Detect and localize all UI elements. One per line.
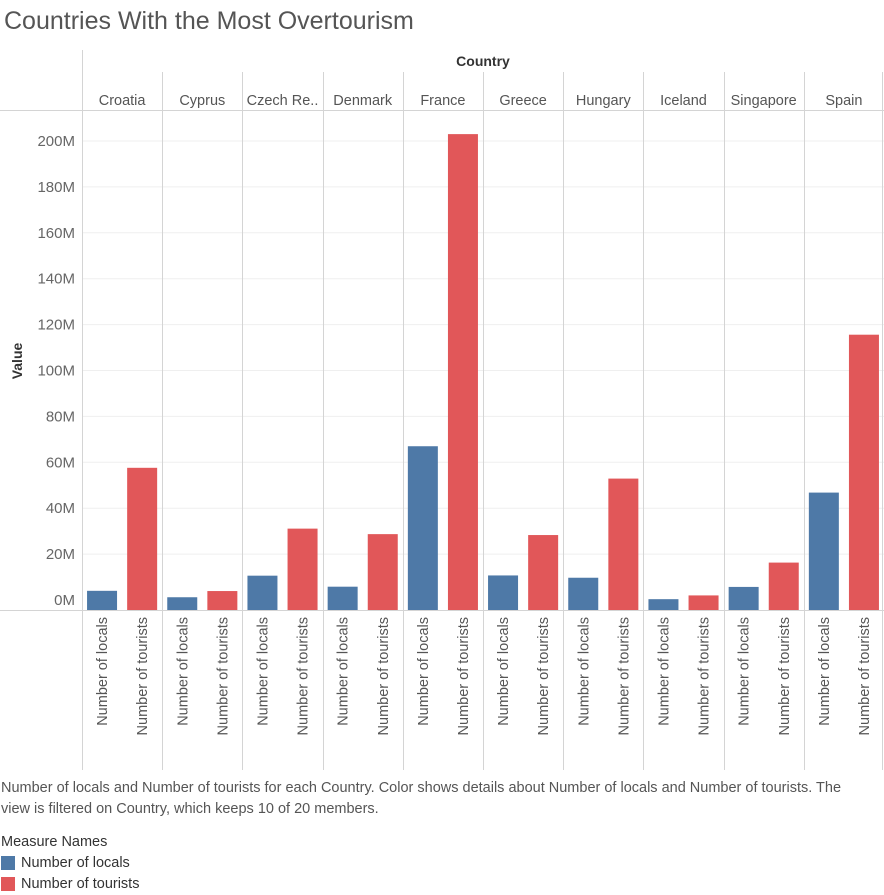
bar [768, 562, 799, 610]
measure-label: Number of tourists [536, 617, 552, 735]
country-header: Denmark [333, 93, 393, 109]
measure-label: Number of tourists [376, 617, 392, 735]
bar [608, 478, 639, 610]
bar [488, 575, 519, 610]
bar [127, 467, 158, 610]
measure-label: Number of locals [416, 617, 432, 726]
bar [247, 575, 278, 610]
bar [568, 577, 599, 610]
bar [287, 528, 318, 610]
measure-label: Number of tourists [296, 617, 312, 735]
y-tick-label: 160M [37, 225, 75, 242]
y-tick-label: 140M [37, 271, 75, 288]
measure-label: Number of locals [255, 617, 271, 726]
y-axis-title: Value [9, 343, 25, 380]
measure-label: Number of locals [175, 617, 191, 726]
labels: Country Value 0M 20M 40M 60M 80M 100M 120M 140M 16… [9, 53, 873, 735]
country-header: Spain [825, 93, 862, 109]
y-tick-label: 40M [46, 500, 75, 517]
y-tick-label: 180M [37, 179, 75, 196]
legend-item-tourists[interactable]: Number of tourists [1, 873, 139, 894]
country-header: Cyprus [179, 93, 225, 109]
chart-caption: Number of locals and Number of tourists … [1, 780, 842, 817]
y-tick-label: 100M [37, 363, 75, 380]
y-tick-label: 0M [54, 592, 75, 609]
y-tick-label: 60M [46, 454, 75, 471]
y-tick-label: 20M [46, 546, 75, 563]
measure-label: Number of tourists [456, 617, 472, 735]
chart-frame [0, 50, 884, 770]
bar [528, 535, 559, 610]
bar [87, 590, 118, 610]
legend-item-locals[interactable]: Number of locals [1, 852, 139, 873]
measure-label: Number of tourists [616, 617, 632, 735]
bar [648, 599, 679, 610]
bar [848, 334, 879, 610]
bar [688, 595, 719, 610]
measure-label: Number of locals [737, 617, 753, 726]
measure-label: Number of locals [656, 617, 672, 726]
country-header: Hungary [576, 93, 632, 109]
measure-label: Number of tourists [777, 617, 793, 735]
country-header: Greece [499, 93, 547, 109]
bar [808, 492, 839, 610]
country-header: Croatia [99, 93, 147, 109]
measure-label: Number of tourists [857, 617, 873, 735]
legend-label-tourists: Number of tourists [21, 875, 140, 892]
bar [207, 591, 238, 610]
legend: Measure Names Number of locals Number of… [1, 832, 139, 894]
legend-label-locals: Number of locals [21, 854, 130, 871]
y-tick-label: 120M [37, 317, 75, 334]
chart-area: Country Value 0M 20M 40M 60M 80M 100M 120M 140M 16… [0, 50, 884, 770]
bar [167, 597, 198, 610]
y-tick-label: 80M [46, 408, 75, 425]
bar [407, 446, 438, 610]
country-header: Singapore [731, 93, 797, 109]
measure-label: Number of tourists [215, 617, 231, 735]
measure-label: Number of locals [576, 617, 592, 726]
bar [327, 586, 358, 610]
measure-label: Number of tourists [697, 617, 713, 735]
y-tick-label: 200M [37, 133, 75, 150]
measure-label: Number of locals [95, 617, 111, 726]
measure-label: Number of locals [817, 617, 833, 726]
bars [87, 134, 879, 611]
legend-swatch-locals [1, 855, 15, 870]
bar [728, 586, 759, 610]
measure-label: Number of locals [496, 617, 512, 726]
country-header: France [420, 93, 465, 109]
legend-swatch-tourists [1, 876, 15, 891]
measure-label: Number of tourists [135, 617, 151, 735]
bar [447, 134, 478, 611]
column-header-title: Country [456, 53, 510, 69]
measure-label: Number of locals [336, 617, 352, 726]
chart-title: Countries With the Most Overtourism [4, 7, 414, 35]
country-header: Iceland [660, 93, 707, 109]
legend-title: Measure Names [1, 834, 108, 850]
bar [367, 534, 398, 610]
country-header: Czech Re.. [247, 93, 319, 109]
